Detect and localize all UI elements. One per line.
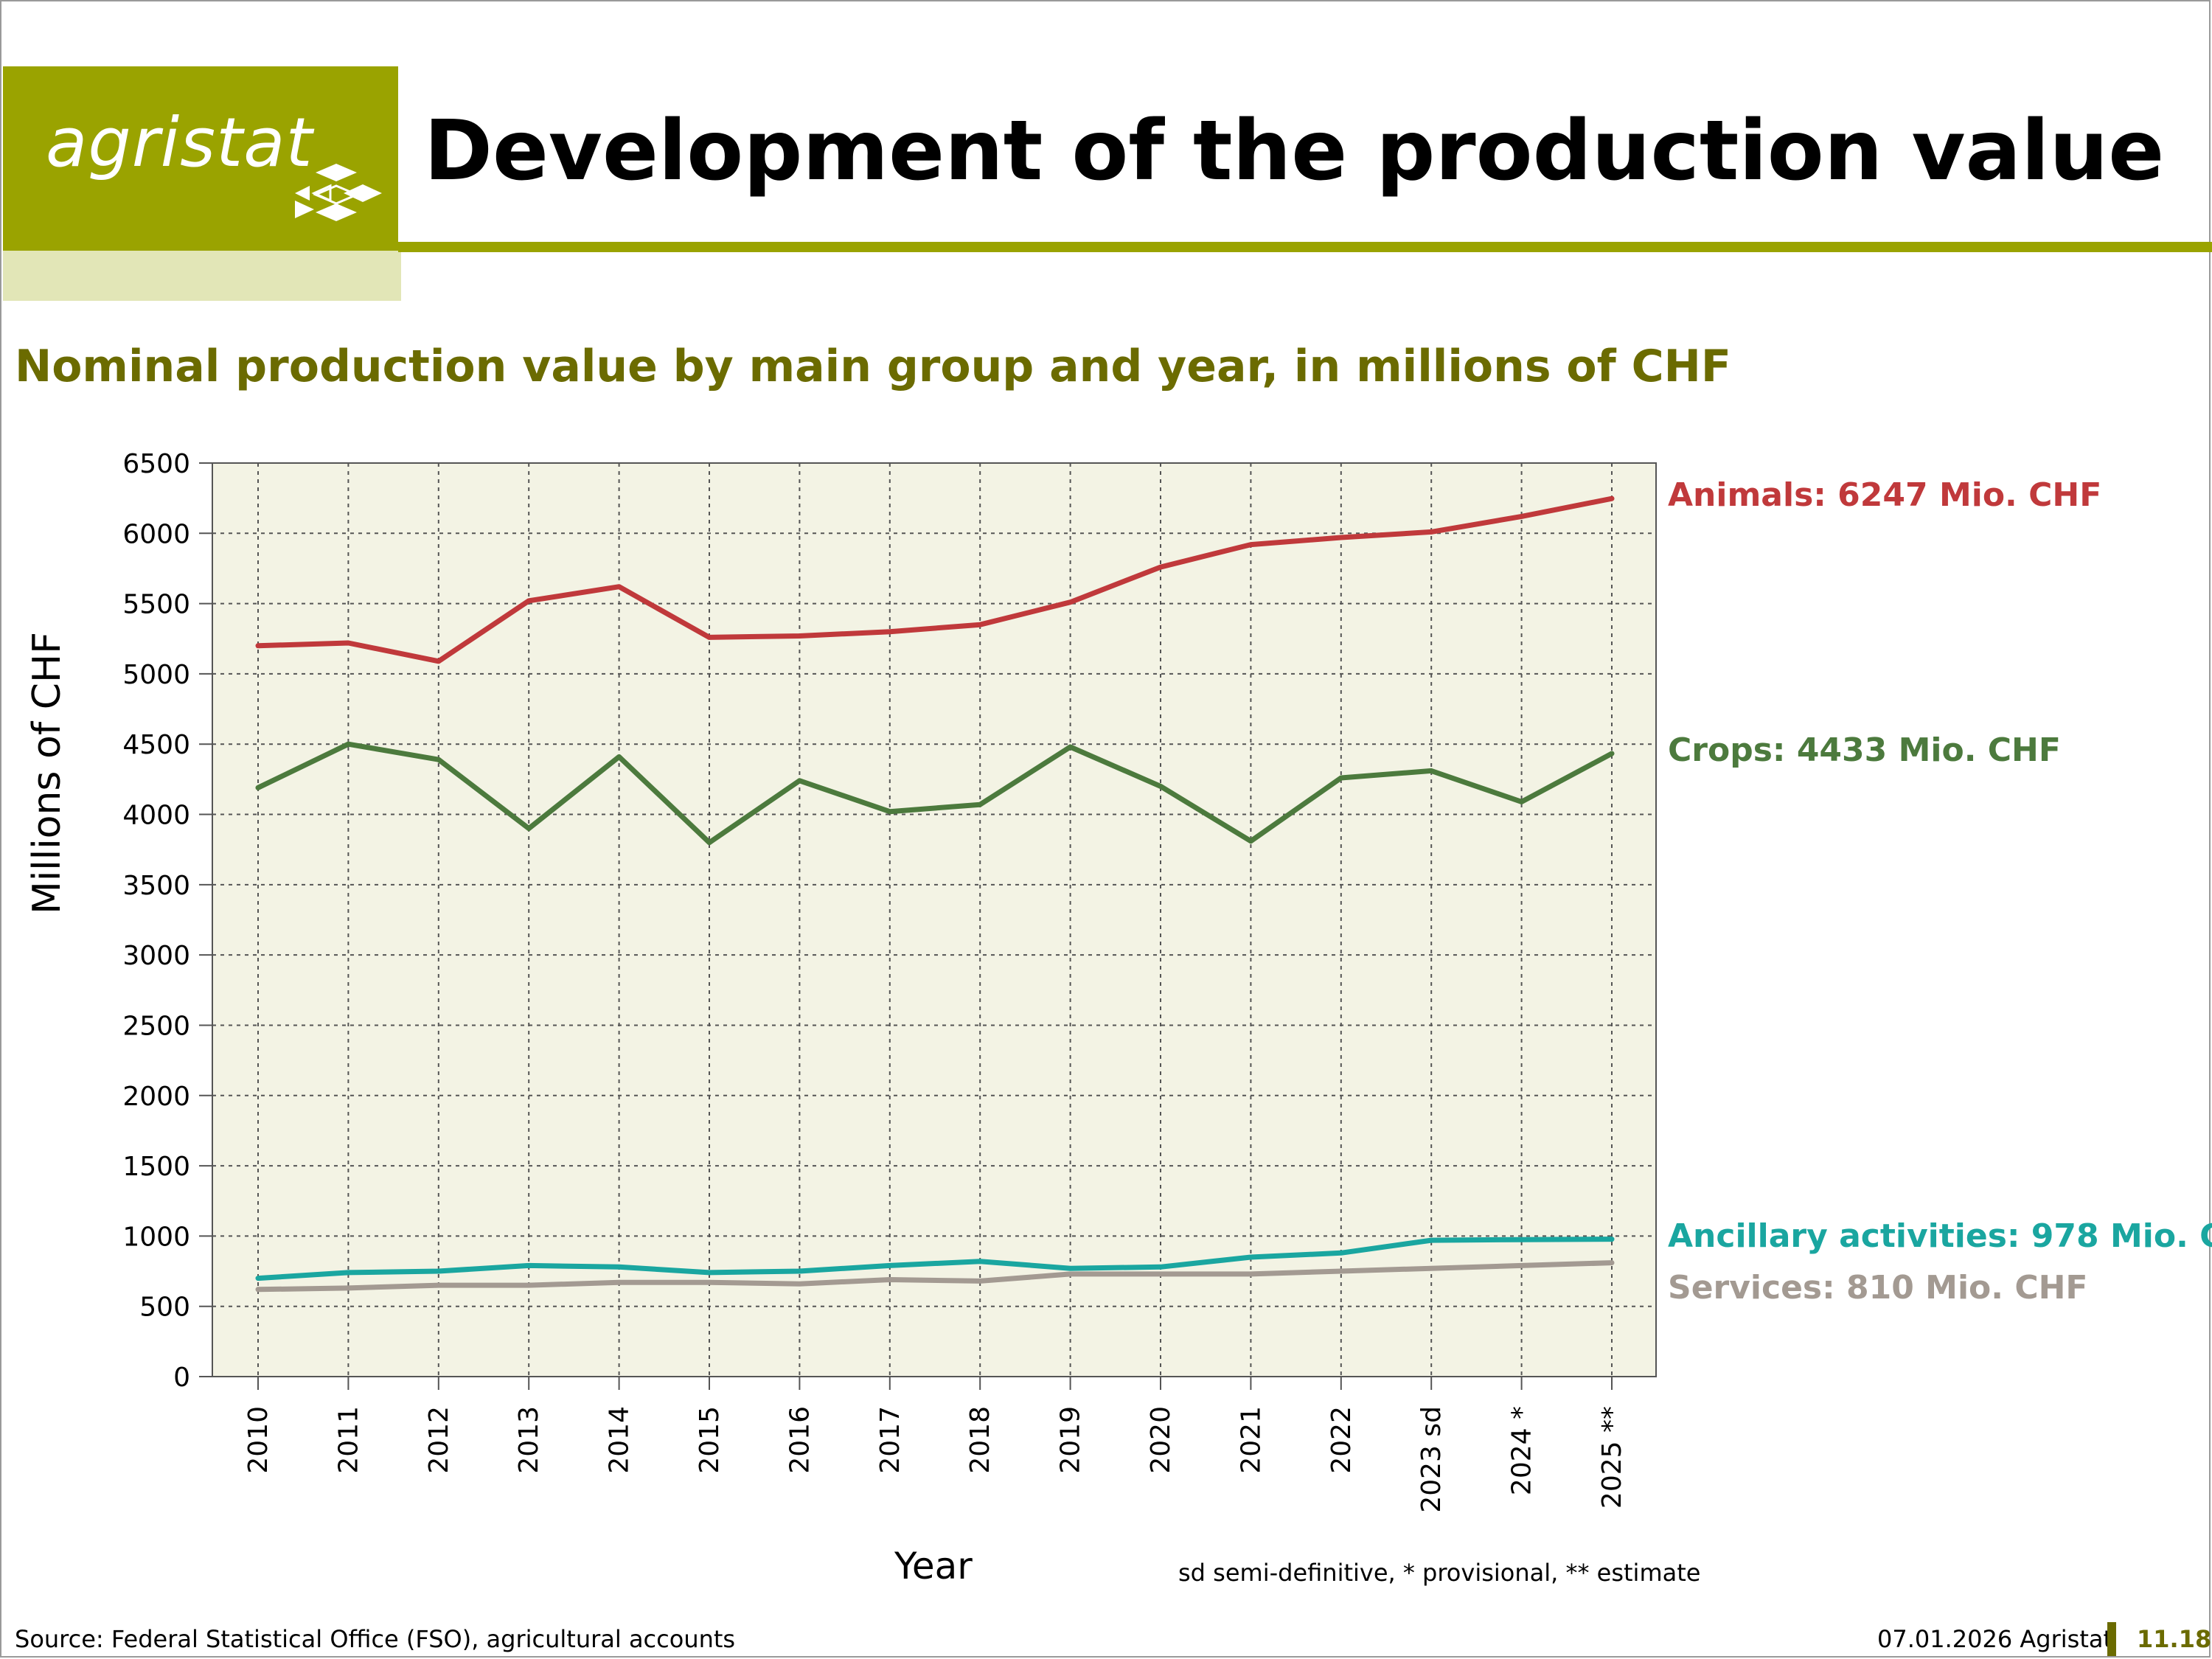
y-tick-label: 500 xyxy=(139,1293,190,1323)
y-tick-label: 5000 xyxy=(122,660,190,690)
series-line-services xyxy=(255,1260,1615,1293)
x-tick-label: 2023 sd xyxy=(1416,1406,1447,1513)
page-marker xyxy=(2107,1622,2116,1656)
title-rule xyxy=(398,242,2212,252)
page-number: 11.18 xyxy=(2137,1625,2212,1653)
y-tick-label: 2000 xyxy=(122,1082,190,1112)
x-tick-label: 2022 xyxy=(1326,1406,1357,1474)
x-tick-label: 2013 xyxy=(514,1406,544,1474)
y-tick-label: 1000 xyxy=(122,1222,190,1252)
y-tick-label: 1500 xyxy=(122,1152,190,1182)
plot-border xyxy=(212,462,1657,1377)
series-label-crops: Crops: 4433 Mio. CHF xyxy=(1668,731,2061,769)
series-label-animals: Animals: 6247 Mio. CHF xyxy=(1668,476,2102,515)
y-tick-label: 3000 xyxy=(122,941,190,971)
x-axis-title: Year xyxy=(894,1545,973,1587)
y-tick-label: 2500 xyxy=(122,1011,190,1041)
x-tick-label: 2020 xyxy=(1146,1406,1176,1474)
x-tick-label: 2017 xyxy=(875,1406,905,1474)
footer-date: 07.01.2026 Agristat xyxy=(1877,1625,2113,1653)
x-tick-label: 2011 xyxy=(333,1406,364,1474)
x-tick-label: 2016 xyxy=(785,1406,815,1474)
x-tick-label: 2021 xyxy=(1236,1406,1266,1474)
y-tick-label: 0 xyxy=(173,1363,190,1393)
x-tick-label: 2024 * xyxy=(1507,1406,1537,1495)
series-line-ancillary-activities xyxy=(255,1237,1615,1281)
series-label-ancillary: Ancillary activities: 978 Mio. CHF xyxy=(1668,1217,2212,1255)
y-tick-label: 6000 xyxy=(122,519,190,549)
footnote: sd semi-definitive, * provisional, ** es… xyxy=(1178,1559,1701,1587)
y-tick-label: 4000 xyxy=(122,801,190,831)
page-title: Development of the production value xyxy=(424,103,2165,199)
series-line-crops xyxy=(255,741,1615,846)
y-tick-label: 4500 xyxy=(122,730,190,760)
logo-box xyxy=(3,66,398,251)
chart-subtitle: Nominal production value by main group a… xyxy=(15,341,1731,392)
y-tick-label: 6500 xyxy=(122,449,190,479)
logo-underlay xyxy=(3,251,401,301)
x-tick-label: 2025 ** xyxy=(1597,1406,1627,1509)
y-tick-label: 3500 xyxy=(122,871,190,901)
logo-mark-icon xyxy=(295,164,382,221)
y-tick-label: 5500 xyxy=(122,590,190,620)
x-tick-label: 2010 xyxy=(243,1406,274,1474)
x-tick-label: 2019 xyxy=(1056,1406,1086,1474)
x-tick-label: 2012 xyxy=(424,1406,454,1474)
logo-text: agristat xyxy=(46,103,313,182)
series-line-animals xyxy=(255,495,1615,664)
x-tick-label: 2014 xyxy=(605,1406,635,1474)
source-note: Source: Federal Statistical Office (FSO)… xyxy=(15,1625,736,1653)
x-tick-label: 2015 xyxy=(695,1406,725,1474)
x-tick-label: 2018 xyxy=(965,1406,995,1474)
plot-area xyxy=(212,463,1656,1377)
y-axis-title: Millions of CHF xyxy=(25,631,69,914)
series-label-services: Services: 810 Mio. CHF xyxy=(1668,1268,2088,1307)
